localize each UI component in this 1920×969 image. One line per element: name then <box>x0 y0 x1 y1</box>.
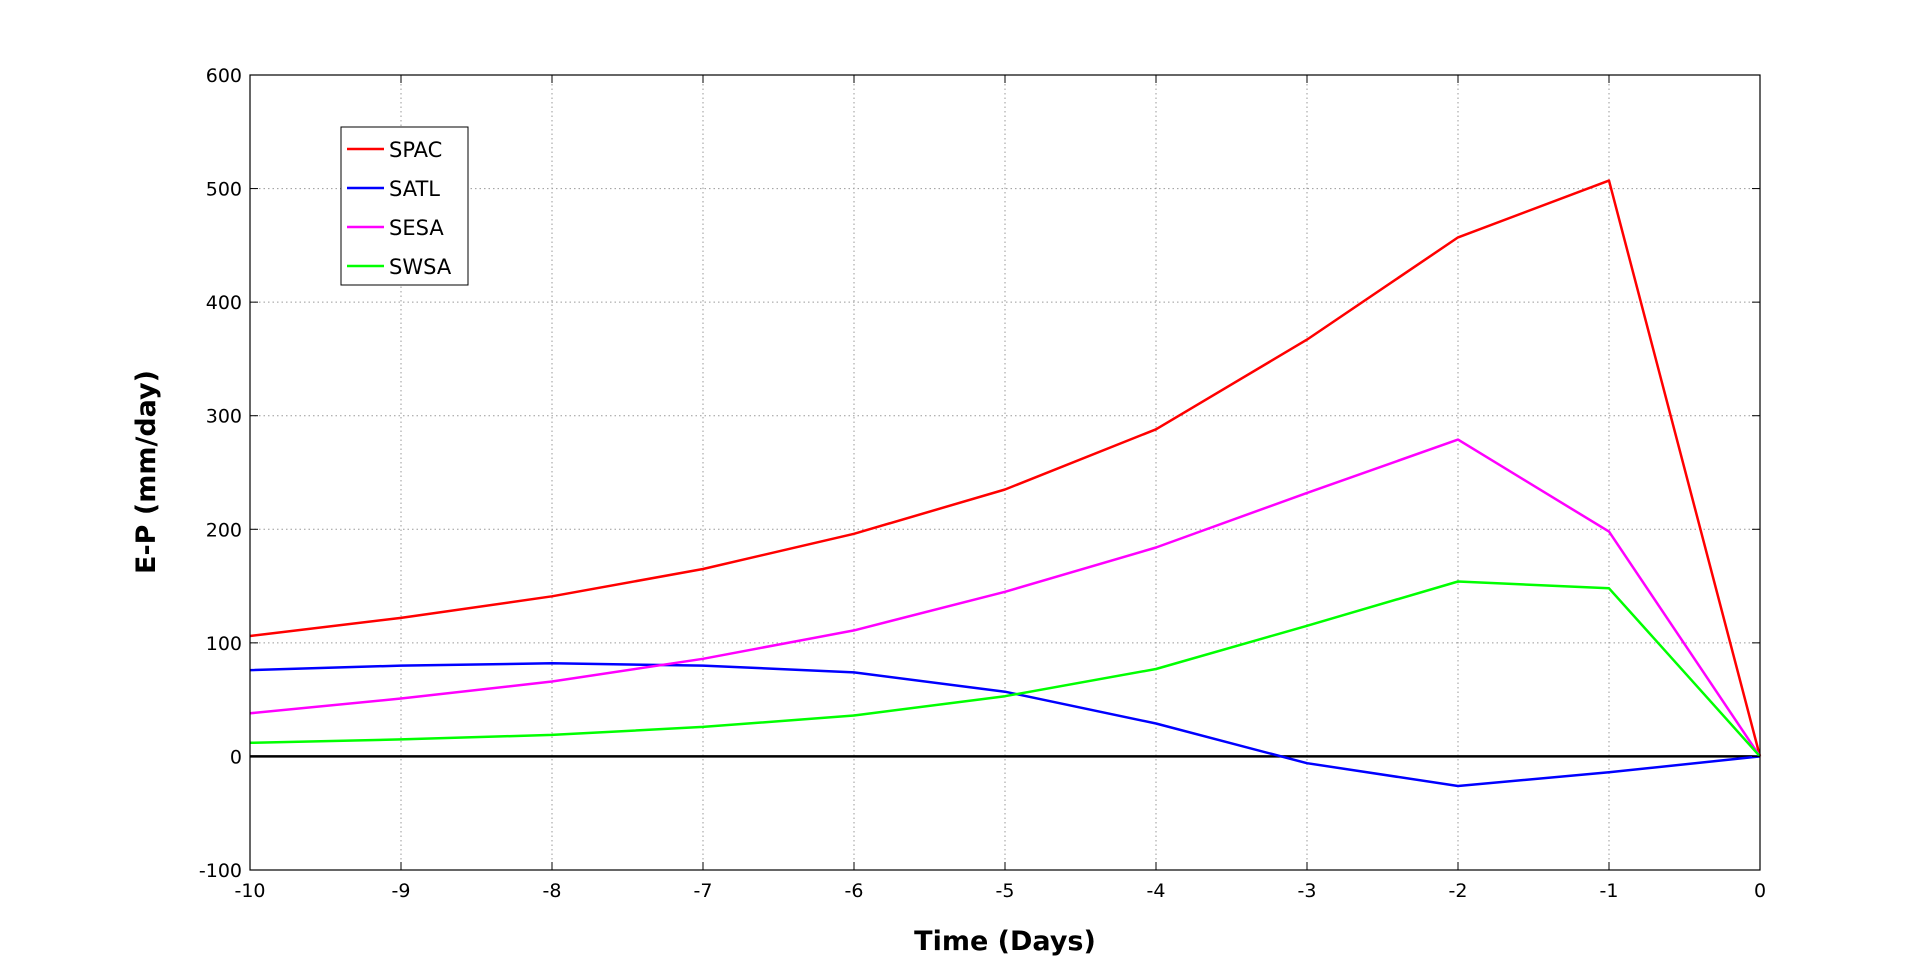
x-tick-label: -6 <box>845 880 864 902</box>
legend: SPAC SATL SESA SWSA <box>340 126 469 286</box>
y-tick-labels: -100 0 100 200 300 400 500 600 <box>199 65 242 882</box>
legend-box <box>340 126 469 286</box>
axis-ticks <box>249 74 1761 871</box>
x-tick-label: -4 <box>1147 880 1166 902</box>
y-tick-label: -100 <box>199 860 242 882</box>
x-tick-label: -3 <box>1298 880 1317 902</box>
y-tick-label: 500 <box>206 179 242 201</box>
x-tick-label: -1 <box>1600 880 1619 902</box>
y-tick-label: 200 <box>206 519 242 541</box>
series-layer <box>249 179 1762 788</box>
y-tick-label: 600 <box>206 65 242 87</box>
y-axis-label: E-P (mm/day) <box>131 370 162 574</box>
x-axis-label: Time (Days) <box>914 926 1096 957</box>
legend-label-satl: SATL <box>389 177 440 201</box>
y-tick-label: 100 <box>206 633 242 655</box>
series-line-swsa <box>249 580 1761 758</box>
y-tick-label: 400 <box>206 292 242 314</box>
y-tick-label: 300 <box>206 406 242 428</box>
x-tick-labels: -10 -9 -8 -7 -6 -5 -4 -3 -2 -1 0 <box>234 880 1766 902</box>
y-tick-label: 0 <box>230 746 242 768</box>
x-tick-label: -8 <box>543 880 562 902</box>
x-tick-label: -2 <box>1449 880 1468 902</box>
x-tick-label: -7 <box>694 880 713 902</box>
series-line-spac <box>249 179 1762 757</box>
legend-label-spac: SPAC <box>389 138 442 162</box>
series-line-sesa <box>249 438 1762 758</box>
legend-label-swsa: SWSA <box>389 255 452 279</box>
legend-label-sesa: SESA <box>389 216 444 240</box>
x-tick-label: 0 <box>1754 880 1766 902</box>
x-tick-label: -10 <box>234 880 265 902</box>
x-tick-label: -9 <box>392 880 411 902</box>
series-line-satl <box>249 662 1761 788</box>
grid-lines <box>250 75 1760 870</box>
x-tick-label: -5 <box>996 880 1015 902</box>
